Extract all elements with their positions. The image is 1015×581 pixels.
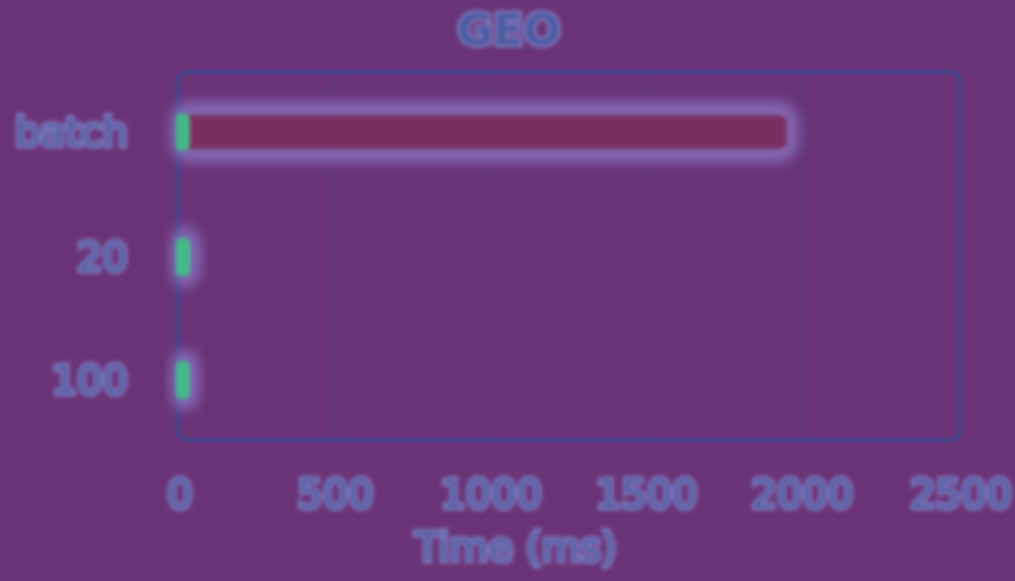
y-tick-label: 100 — [52, 358, 128, 404]
x-tick-label: 2500 — [910, 472, 1012, 518]
x-tick-label: 0 — [167, 472, 192, 518]
x-tick-label: 500 — [297, 472, 373, 518]
bar-100 — [170, 349, 200, 411]
y-tick-label: batch — [15, 110, 128, 156]
x-tick-labels: 0 500 1000 1500 2000 2500 — [165, 470, 1015, 521]
x-tick-label: 2000 — [752, 472, 854, 518]
x-tick-label: 1000 — [440, 472, 542, 518]
y-tick-label: 20 — [77, 235, 128, 281]
y-tick-labels: batch 20 100 — [13, 108, 131, 407]
bar-batch — [170, 101, 799, 163]
x-tick-label: 1500 — [596, 472, 698, 518]
x-axis-label: Time (ms) — [414, 525, 617, 571]
bars — [170, 101, 799, 411]
chart-title: GEO — [457, 5, 561, 56]
bar-20 — [170, 226, 202, 288]
